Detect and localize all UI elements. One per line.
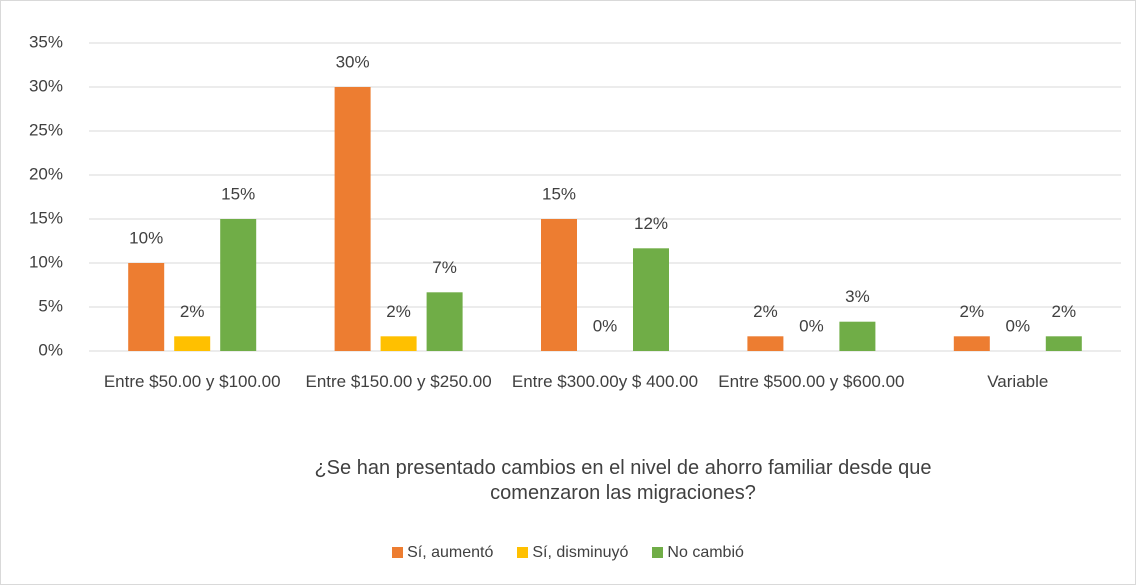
bar (839, 321, 876, 351)
data-label: 2% (753, 302, 778, 321)
x-tick-label: Entre $500.00 y $600.00 (718, 372, 905, 391)
data-label: 2% (960, 302, 985, 321)
data-label: 30% (336, 52, 370, 71)
legend-label: Sí, aumentó (407, 544, 494, 561)
y-tick-label: 5% (38, 296, 63, 315)
bar (541, 219, 577, 351)
legend-item: Sí, disminuyó (517, 544, 628, 562)
data-label: 12% (634, 214, 668, 233)
data-label: 7% (432, 258, 457, 277)
data-label: 3% (845, 287, 870, 306)
x-axis-label: ¿Se han presentado cambios en el nivel d… (314, 457, 932, 504)
y-tick-label: 25% (29, 120, 63, 139)
bar (128, 263, 165, 351)
x-tick-label: Entre $300.00y $ 400.00 (511, 372, 699, 391)
bar (953, 336, 990, 351)
y-tick-label: 10% (29, 252, 63, 271)
y-tick-label: 30% (29, 76, 63, 95)
bar (334, 87, 371, 351)
legend-swatch (392, 547, 404, 558)
x-tick-label: Entre $50.00 y $100.00 (103, 372, 281, 391)
data-label: 2% (180, 302, 205, 321)
legend: Sí, aumentó Sí, disminuyó No cambió (1, 544, 1135, 562)
bar (380, 336, 417, 351)
x-tick-label: Entre $150.00 y $250.00 (305, 372, 492, 391)
data-label: 0% (799, 316, 824, 335)
data-label: 0% (1006, 316, 1031, 335)
y-tick-label: 15% (29, 208, 63, 227)
data-label: 10% (129, 228, 163, 247)
bar (747, 336, 784, 351)
bar (1045, 336, 1082, 351)
data-label: 15% (221, 184, 255, 203)
legend-swatch (652, 547, 664, 558)
data-label: 2% (386, 302, 411, 321)
legend-item: Sí, aumentó (392, 544, 493, 562)
legend-item: No cambió (652, 544, 744, 562)
bar (174, 336, 211, 351)
data-label: 0% (593, 316, 618, 335)
legend-label: No cambió (667, 544, 744, 561)
bar (220, 219, 257, 351)
y-tick-label: 35% (29, 32, 63, 51)
legend-label: Sí, disminuyó (532, 544, 629, 561)
data-label: 2% (1052, 302, 1077, 321)
y-tick-label: 20% (29, 164, 63, 183)
data-label: 15% (542, 184, 576, 203)
bar (633, 248, 669, 351)
x-tick-label: Variable (987, 372, 1049, 391)
bar (426, 292, 463, 351)
legend-swatch (517, 547, 529, 558)
y-tick-label: 0% (38, 340, 63, 359)
